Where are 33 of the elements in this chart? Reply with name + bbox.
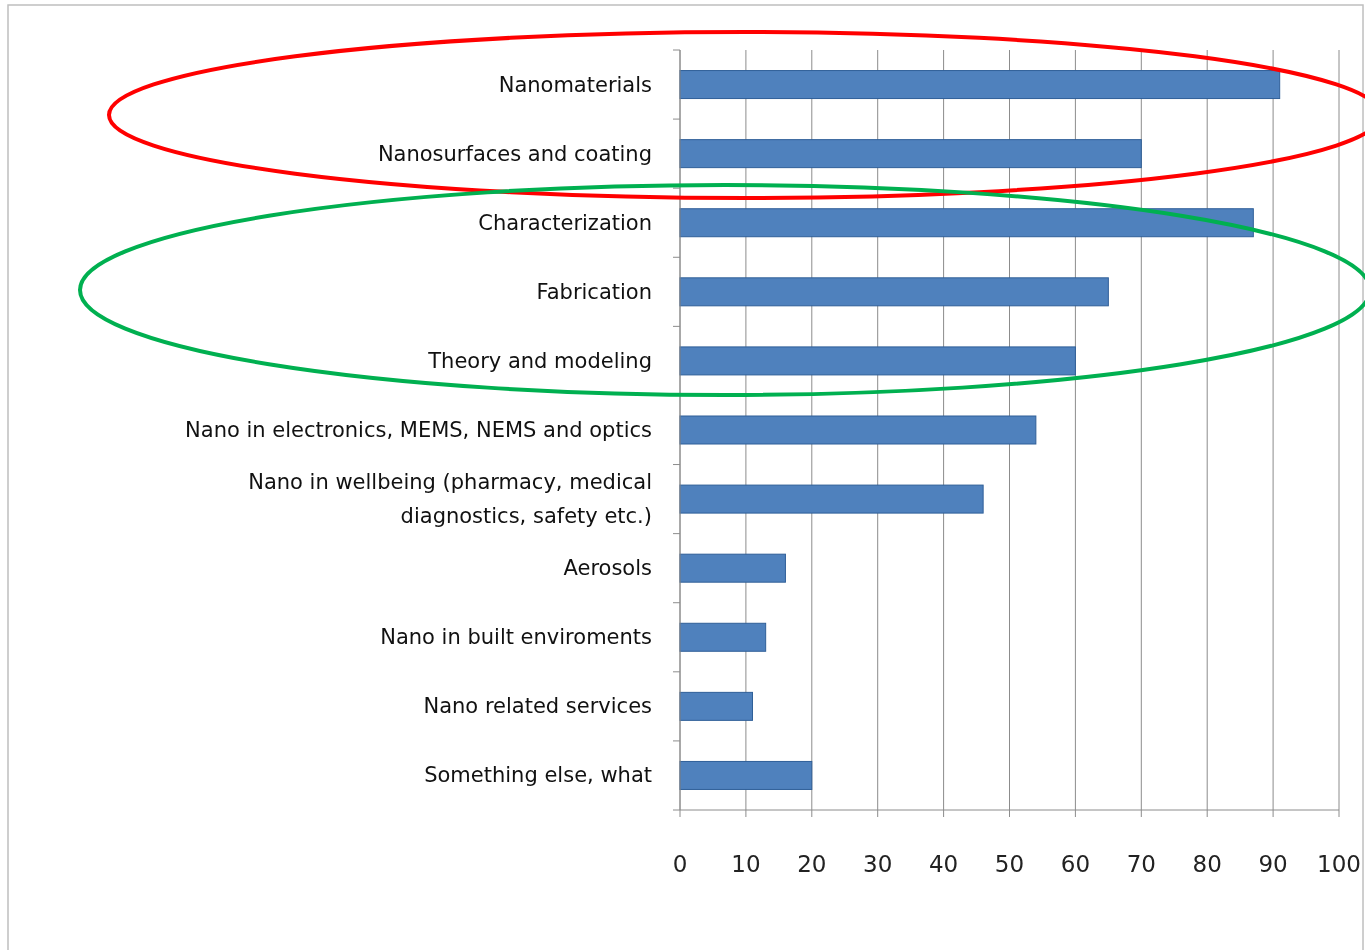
- x-tick-label: 90: [1258, 851, 1288, 877]
- bar: [679, 70, 1281, 100]
- x-tick-label: 100: [1317, 851, 1361, 877]
- bar: [679, 415, 1037, 445]
- bar: [679, 553, 786, 583]
- y-tick-label: Fabrication: [536, 279, 652, 304]
- x-tick-label: 30: [863, 851, 893, 877]
- bar: [679, 760, 813, 790]
- x-tick-label: 80: [1192, 851, 1222, 877]
- y-tick-label: Nano in electronics, MEMS, NEMS and optics: [185, 418, 652, 442]
- x-tick-label: 50: [994, 851, 1025, 877]
- bar: [679, 484, 984, 514]
- y-tick-label: Aerosols: [563, 556, 652, 581]
- x-tick-label: 20: [797, 851, 827, 877]
- y-tick-label: Nano related services: [423, 694, 652, 719]
- y-tick-label: Characterization: [478, 210, 652, 235]
- y-tick-label: Nanosurfaces and coating: [377, 141, 652, 166]
- bar: [679, 277, 1109, 307]
- bar: [679, 208, 1254, 238]
- y-tick-label: Theory and modeling: [427, 348, 652, 373]
- y-tick-label: Nano in wellbeing (pharmacy, medical diagnostics, safety etc.): [248, 470, 652, 529]
- y-tick-label: Nano in built enviroments: [380, 625, 652, 650]
- bar: [679, 139, 1142, 169]
- x-tick-label: 40: [928, 851, 959, 877]
- bar: [679, 691, 753, 721]
- bar: [679, 622, 767, 652]
- x-tick-label: 0: [672, 851, 688, 877]
- x-tick-label: 70: [1126, 851, 1156, 877]
- bar: [679, 346, 1076, 376]
- x-tick-label: 60: [1060, 851, 1091, 877]
- y-tick-label: Something else, what: [424, 763, 652, 788]
- y-tick-label: Nanomaterials: [498, 72, 652, 97]
- x-tick-label: 10: [731, 851, 761, 877]
